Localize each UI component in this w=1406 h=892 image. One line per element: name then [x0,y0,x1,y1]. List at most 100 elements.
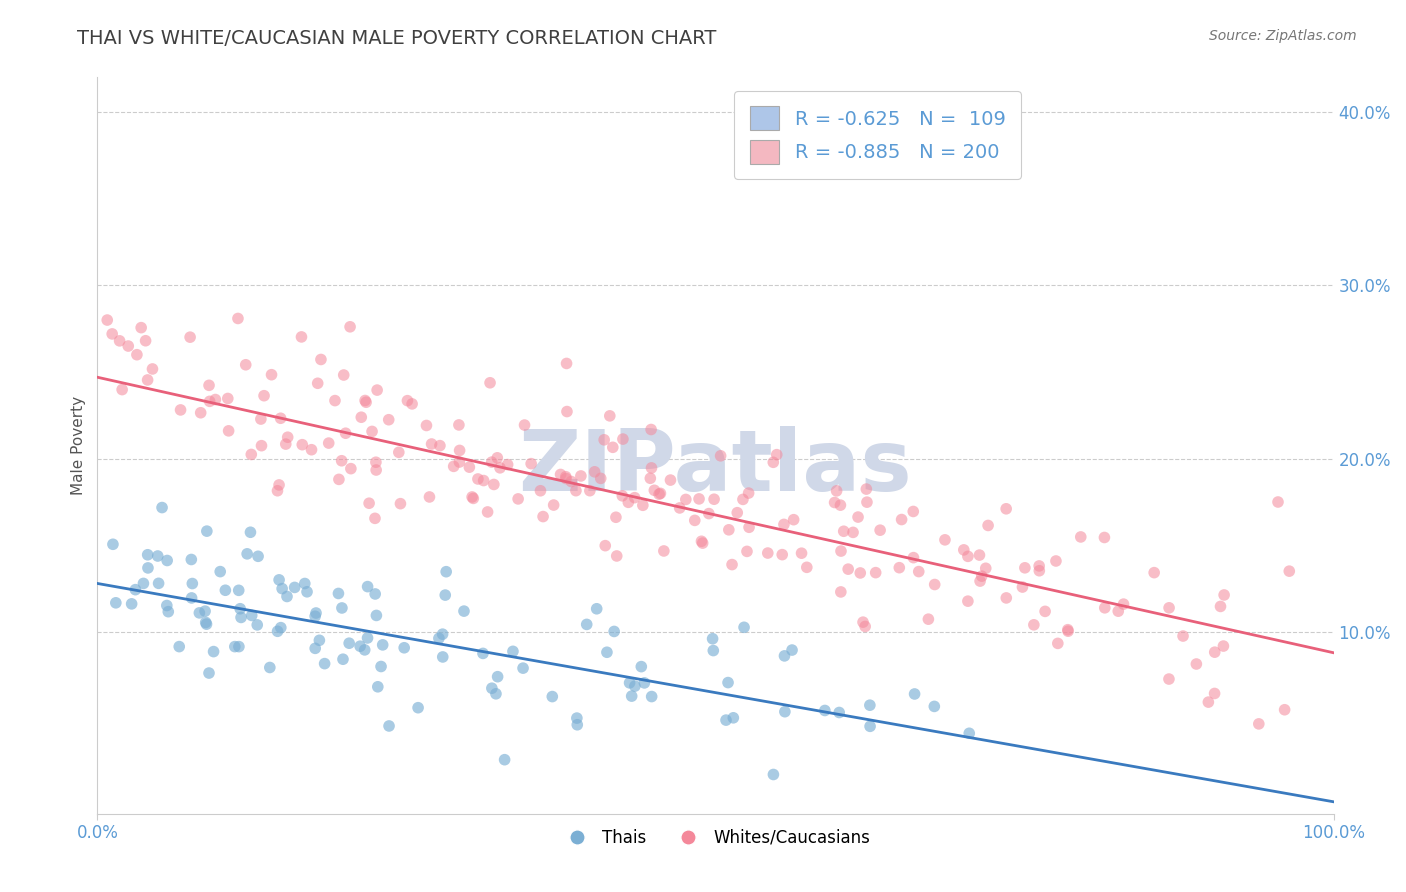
Point [934,533,956,547]
Point [723,711,745,725]
Point [486,670,509,684]
Point [337,636,360,650]
Point [702,643,724,657]
Point [111,383,134,397]
Point [1014,561,1036,575]
Point [541,690,564,704]
Point [956,594,979,608]
Point [364,511,387,525]
Point [903,504,925,518]
Point [301,442,323,457]
Point [194,615,217,630]
Point [453,604,475,618]
Point [485,687,508,701]
Point [977,518,1000,533]
Point [513,418,536,433]
Point [323,393,346,408]
Point [267,478,290,492]
Point [688,491,710,506]
Point [367,680,389,694]
Point [765,448,787,462]
Point [974,561,997,575]
Point [1197,695,1219,709]
Point [247,549,270,564]
Point [1094,600,1116,615]
Point [733,620,755,634]
Point [596,645,619,659]
Point [467,472,489,486]
Point [271,582,294,596]
Point [228,640,250,654]
Point [1057,624,1080,639]
Point [250,412,273,426]
Point [401,397,423,411]
Point [995,591,1018,605]
Point [332,652,354,666]
Point [555,356,578,370]
Point [496,458,519,472]
Point [856,495,879,509]
Point [330,601,353,615]
Point [141,362,163,376]
Point [770,548,793,562]
Point [859,719,882,733]
Point [956,549,979,564]
Point [1204,645,1226,659]
Point [354,393,377,408]
Point [180,552,202,566]
Point [957,726,980,740]
Point [624,679,647,693]
Point [690,534,713,549]
Point [575,617,598,632]
Point [756,546,779,560]
Point [907,565,929,579]
Point [340,461,363,475]
Point [270,411,292,425]
Point [389,497,412,511]
Point [846,510,869,524]
Point [335,426,357,441]
Point [502,644,524,658]
Point [188,606,211,620]
Point [762,767,785,781]
Point [550,467,572,482]
Point [1033,604,1056,618]
Point [710,449,733,463]
Point [924,577,946,591]
Point [198,394,221,409]
Point [479,376,502,390]
Point [855,482,877,496]
Point [236,547,259,561]
Point [605,510,627,524]
Point [1157,600,1180,615]
Point [640,423,662,437]
Point [148,576,170,591]
Point [814,704,837,718]
Point [290,330,312,344]
Point [640,471,662,485]
Point [432,649,454,664]
Point [1213,588,1236,602]
Point [643,483,665,498]
Point [602,440,624,454]
Point [889,560,911,574]
Point [952,542,974,557]
Point [240,608,263,623]
Point [353,643,375,657]
Point [304,641,326,656]
Point [477,505,499,519]
Point [461,490,484,504]
Point [328,586,350,600]
Point [1056,623,1078,637]
Point [180,591,202,605]
Point [703,492,725,507]
Point [132,576,155,591]
Point [370,659,392,673]
Point [714,713,737,727]
Point [1022,617,1045,632]
Point [308,633,330,648]
Point [366,608,388,623]
Point [717,523,740,537]
Point [124,582,146,597]
Point [96,313,118,327]
